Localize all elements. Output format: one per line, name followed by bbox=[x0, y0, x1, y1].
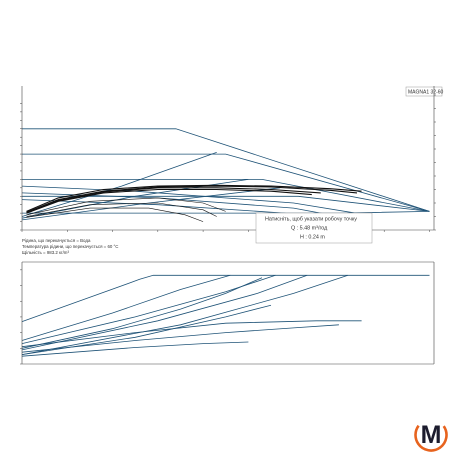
performance-curve bbox=[26, 185, 358, 213]
pump-curve bbox=[22, 128, 430, 212]
power-curve bbox=[21, 324, 339, 353]
product-title: MAGNA1 32-60 bbox=[408, 90, 444, 96]
upper-curves bbox=[21, 128, 430, 222]
product-title-box bbox=[405, 86, 443, 97]
power-curve bbox=[21, 274, 231, 341]
power-curve bbox=[21, 320, 362, 348]
part-load-curve bbox=[26, 207, 204, 222]
power-curve bbox=[21, 304, 272, 355]
power-curve bbox=[21, 274, 430, 322]
power-curve bbox=[21, 274, 276, 344]
lower-axes bbox=[20, 261, 435, 365]
logo-ring-icon bbox=[414, 418, 448, 452]
m-logo-icon: M bbox=[414, 418, 448, 452]
pump-curve bbox=[22, 153, 430, 212]
power-curve bbox=[21, 277, 263, 349]
pump-curve bbox=[22, 179, 430, 212]
tooltip-line-3: H : 0.24 m bbox=[300, 235, 325, 241]
logo-letter: M bbox=[420, 421, 442, 449]
lower-curves bbox=[21, 274, 430, 357]
tooltip-line-2: Q : 5.48 m³/год bbox=[291, 226, 328, 232]
performance-curve bbox=[26, 187, 321, 214]
condition-line-3: Щільність = 983.2 кг/m³ bbox=[22, 250, 69, 255]
pump-curve bbox=[21, 152, 217, 217]
part-load-curve bbox=[26, 197, 226, 216]
power-curve bbox=[21, 341, 249, 357]
part-load-curve bbox=[26, 202, 217, 217]
tooltip-line-1: Натисніть, щоб указати робочу точку bbox=[265, 217, 357, 223]
power-curve bbox=[21, 274, 308, 351]
upper-chart bbox=[20, 86, 436, 232]
pump-curve bbox=[21, 185, 367, 216]
condition-line-1: Рідина, що перекачується = Вода bbox=[22, 238, 91, 243]
lower-chart bbox=[20, 261, 435, 365]
performance-curve bbox=[26, 184, 362, 212]
condition-line-2: Температура рідини, що перекачується = 6… bbox=[22, 244, 118, 249]
operating-point-tooltip[interactable]: Натисніть, щоб указати робочу точку Q : … bbox=[255, 212, 373, 244]
tooltip-box bbox=[255, 212, 373, 244]
performance-curve bbox=[26, 188, 312, 214]
power-curve bbox=[21, 274, 349, 355]
upper-axes bbox=[20, 86, 436, 232]
